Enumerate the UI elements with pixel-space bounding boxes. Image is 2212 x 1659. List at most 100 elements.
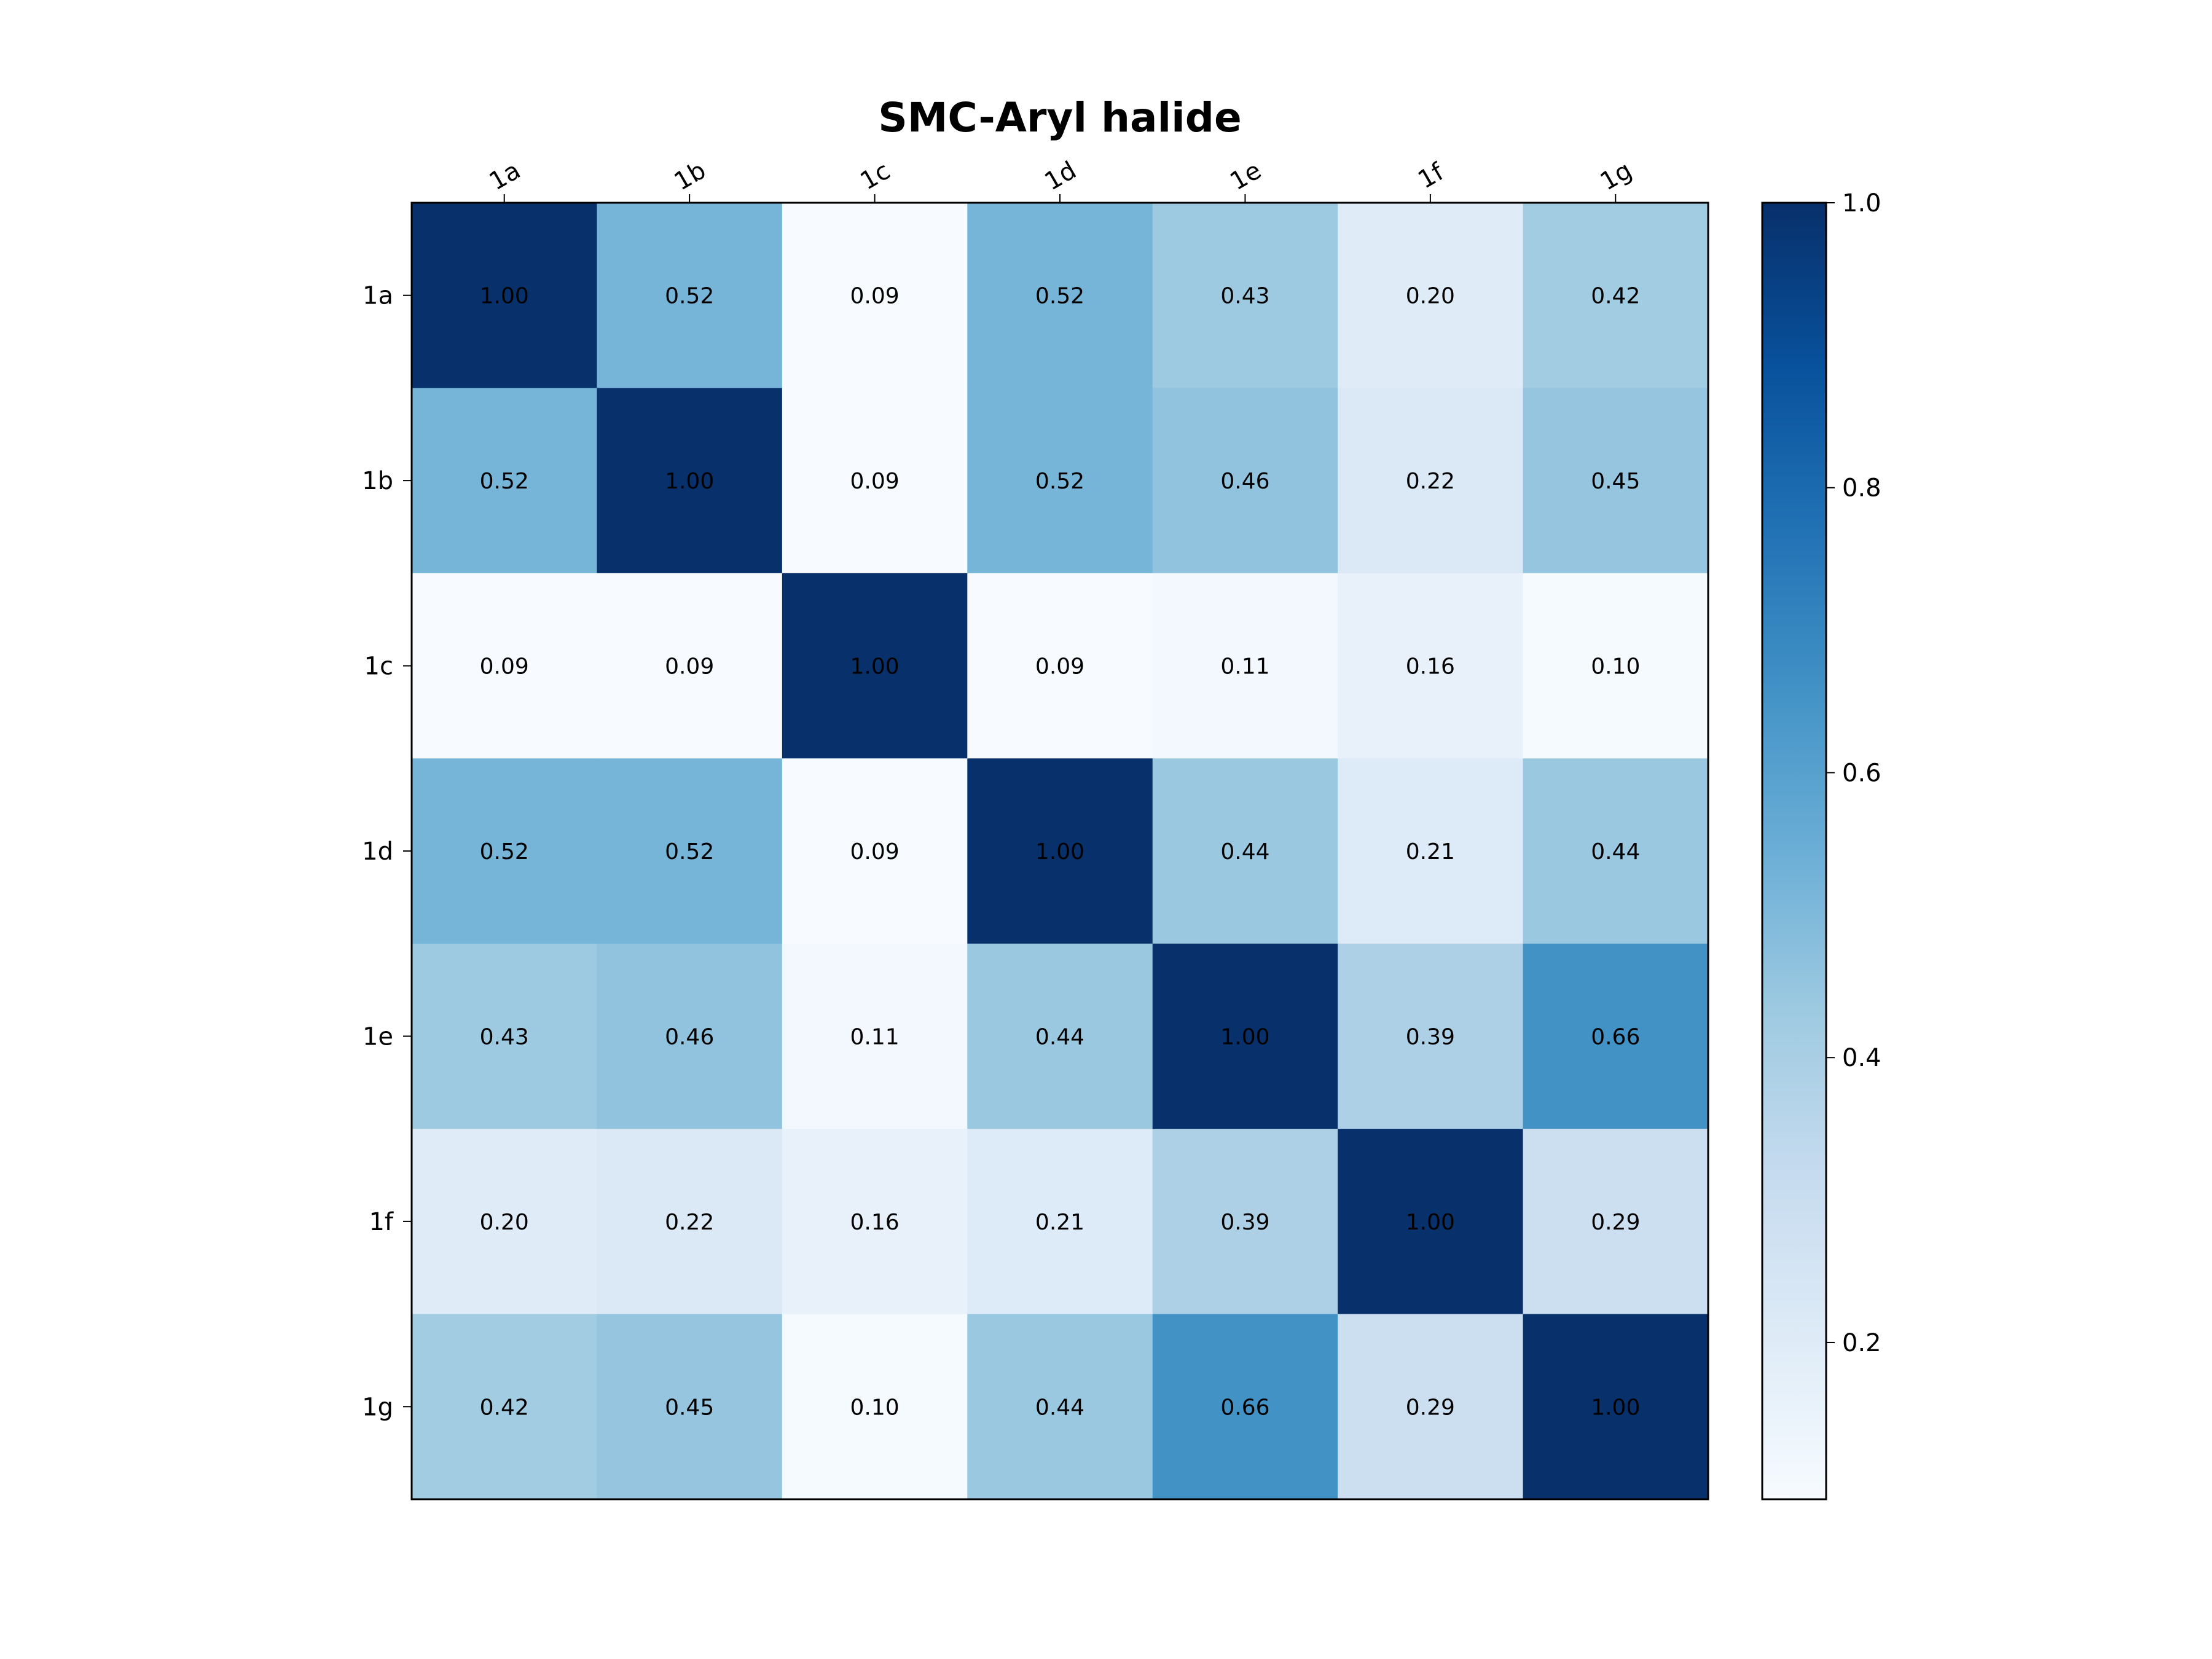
heatmap-cell (412, 943, 597, 1129)
cell-value-label: 0.46 (1220, 469, 1269, 494)
cell-value-label: 0.22 (665, 1210, 714, 1235)
heatmap-cell (1152, 388, 1338, 574)
y-tick-label: 1d (362, 837, 393, 866)
cell-value-label: 0.09 (850, 284, 899, 309)
colorbar-tick-label: 0.2 (1842, 1329, 1881, 1357)
cell-value-label: 0.66 (1220, 1395, 1269, 1420)
cell-value-label: 0.09 (480, 654, 529, 680)
heatmap-cell (967, 1314, 1153, 1500)
heatmap-cell (597, 1314, 783, 1500)
cell-value-label: 1.00 (850, 654, 899, 680)
heatmap-cell (1338, 1129, 1524, 1315)
heatmap-cell (967, 388, 1153, 574)
heatmap-cell (1152, 1314, 1338, 1500)
chart-title: SMC-Aryl halide (878, 94, 1242, 141)
heatmap-cell (1338, 1314, 1524, 1500)
heatmap-cell (782, 1129, 968, 1315)
heatmap-cell (967, 203, 1153, 388)
cell-value-label: 0.11 (1220, 654, 1269, 680)
heatmap-cell (1338, 203, 1524, 388)
heatmap-cell (412, 573, 597, 759)
cell-value-label: 0.39 (1220, 1210, 1269, 1235)
x-tick-label: 1b (670, 156, 711, 196)
cell-value-label: 0.45 (665, 1395, 714, 1420)
cell-value-label: 0.66 (1591, 1024, 1640, 1049)
cell-value-label: 0.42 (480, 1395, 529, 1420)
cell-value-label: 0.16 (1406, 654, 1455, 680)
y-tick-label: 1g (362, 1393, 393, 1421)
heatmap-cell (1338, 388, 1524, 574)
cell-value-label: 1.00 (1035, 839, 1084, 865)
colorbar-tick-label: 1.0 (1842, 189, 1881, 218)
x-tick-label: 1c (856, 157, 895, 196)
colorbar-tick-label: 0.6 (1842, 759, 1881, 787)
plot-frame (410, 202, 1709, 1500)
cell-value-label: 0.52 (665, 839, 714, 865)
cell-value-label: 1.00 (665, 469, 714, 494)
cell-value-label: 0.09 (1035, 654, 1084, 680)
colorbar (1761, 202, 1827, 1500)
cell-value-label: 0.44 (1220, 839, 1269, 865)
x-tick-label: 1e (1225, 156, 1266, 196)
heatmap-cell (782, 758, 968, 944)
heatmap-cell (412, 758, 597, 944)
cell-value-label: 0.29 (1591, 1210, 1640, 1235)
cell-value-label: 0.21 (1035, 1210, 1084, 1235)
cell-value-label: 0.43 (480, 1024, 529, 1049)
heatmap-cell (1152, 203, 1338, 388)
cell-value-label: 0.45 (1591, 469, 1640, 494)
heatmap-cell (597, 943, 783, 1129)
x-tick-label: 1f (1413, 157, 1449, 194)
heatmap-cell (1523, 573, 1709, 759)
heatmap-cell (967, 573, 1153, 759)
cell-value-label: 0.44 (1035, 1024, 1084, 1049)
heatmap-cell (1523, 203, 1709, 388)
cell-value-label: 0.44 (1035, 1395, 1084, 1420)
heatmap-cell (1523, 388, 1709, 574)
heatmap-cell-labels: 1.00 0.52 0.09 0.52 0.43 0.20 0.42 0.52 1.00 0.09… (480, 284, 1641, 1421)
cell-value-label: 0.09 (850, 469, 899, 494)
cell-value-label: 0.20 (1406, 284, 1455, 309)
heatmap-cell (1338, 573, 1524, 759)
heatmap-cell (1523, 1129, 1709, 1315)
heatmap-cell (967, 1129, 1153, 1315)
cell-value-label: 0.09 (665, 654, 714, 680)
cell-value-label: 0.09 (850, 839, 899, 865)
heatmap-cell (412, 1314, 597, 1500)
heatmap-cell (1152, 758, 1338, 944)
cell-value-label: 0.39 (1406, 1024, 1455, 1049)
cell-value-label: 0.16 (850, 1210, 899, 1235)
y-tick-label: 1e (363, 1022, 393, 1051)
heatmap-cell (782, 943, 968, 1129)
heatmap-cell (1523, 758, 1709, 944)
y-tick-label: 1b (362, 467, 393, 495)
x-tick-label: 1g (1596, 156, 1637, 196)
cell-value-label: 1.00 (1220, 1024, 1269, 1049)
cell-value-label: 0.21 (1406, 839, 1455, 865)
heatmap-cell (1338, 943, 1524, 1129)
x-tick-label: 1d (1040, 156, 1081, 196)
cell-value-label: 0.52 (1035, 284, 1084, 309)
x-tick-label: 1a (485, 156, 525, 196)
heatmap-cell (1152, 1129, 1338, 1315)
cell-value-label: 1.00 (1406, 1210, 1455, 1235)
heatmap-cell (1338, 758, 1524, 944)
cell-value-label: 0.52 (665, 284, 714, 309)
cell-value-label: 0.29 (1406, 1395, 1455, 1420)
cell-value-label: 0.46 (665, 1024, 714, 1049)
heatmap-cells (412, 203, 1709, 1500)
cell-value-label: 0.22 (1406, 469, 1455, 494)
x-axis-ticks: 1a 1b 1c 1d 1e 1f 1g (485, 156, 1637, 203)
cell-value-label: 0.10 (1591, 654, 1640, 680)
cell-value-label: 0.42 (1591, 284, 1640, 309)
cell-value-label: 0.11 (850, 1024, 899, 1049)
heatmap-cell (597, 388, 783, 574)
cell-value-label: 0.43 (1220, 284, 1269, 309)
cell-value-label: 0.10 (850, 1395, 899, 1420)
heatmap-cell (597, 203, 783, 388)
heatmap-cell (597, 1129, 783, 1315)
heatmap-cell (1152, 573, 1338, 759)
cell-value-label: 1.00 (480, 284, 529, 309)
cell-value-label: 1.00 (1591, 1395, 1640, 1420)
